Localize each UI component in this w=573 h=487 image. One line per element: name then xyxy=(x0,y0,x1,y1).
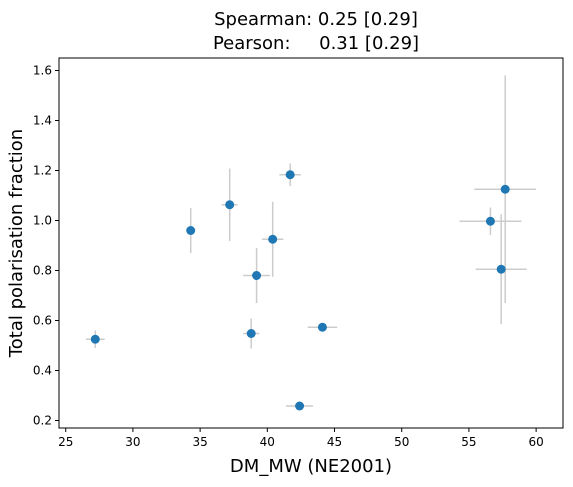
x-tick-label: 30 xyxy=(125,435,140,449)
x-tick-label: 35 xyxy=(192,435,207,449)
data-point xyxy=(186,226,196,235)
data-point xyxy=(485,216,495,226)
chart-title-line-2: Pearson: 0.31 [0.29] xyxy=(213,33,419,54)
chart-title-line-1: Spearman: 0.25 [0.29] xyxy=(214,9,418,30)
x-axis-ticks: 25 30 35 40 45 50 55 60 xyxy=(58,428,544,449)
x-tick-label: 40 xyxy=(260,435,275,449)
x-tick-label: 55 xyxy=(461,435,476,449)
y-tick-label: 1.0 xyxy=(33,214,52,228)
errorbar-layer xyxy=(85,75,537,409)
data-point xyxy=(317,322,327,332)
marker-layer xyxy=(90,170,510,411)
y-tick-label: 0.4 xyxy=(33,364,52,378)
data-point xyxy=(225,200,235,210)
data-point xyxy=(246,329,256,338)
y-tick-label: 1.2 xyxy=(33,164,52,178)
data-point xyxy=(295,401,305,411)
x-tick-label: 60 xyxy=(528,435,543,449)
data-point xyxy=(285,170,295,180)
y-axis-label: Total polarisation fraction xyxy=(6,129,27,358)
y-tick-label: 1.6 xyxy=(33,64,52,78)
y-axis-ticks: 0.2 0.4 0.6 0.8 1.0 1.2 1.4 1.6 xyxy=(33,64,59,428)
y-tick-label: 1.4 xyxy=(33,114,52,128)
x-axis-label: DM_MW (NE2001) xyxy=(230,456,392,477)
y-tick-label: 0.6 xyxy=(33,314,52,328)
data-point xyxy=(252,271,262,280)
y-tick-label: 0.8 xyxy=(33,264,52,278)
data-point xyxy=(90,334,100,344)
plot-frame xyxy=(58,57,564,429)
x-tick-label: 25 xyxy=(58,435,73,449)
data-point xyxy=(496,264,506,274)
x-tick-label: 45 xyxy=(327,435,342,449)
x-tick-label: 50 xyxy=(394,435,409,449)
y-tick-label: 0.2 xyxy=(33,414,52,428)
data-point xyxy=(268,234,278,244)
data-point xyxy=(500,184,510,194)
